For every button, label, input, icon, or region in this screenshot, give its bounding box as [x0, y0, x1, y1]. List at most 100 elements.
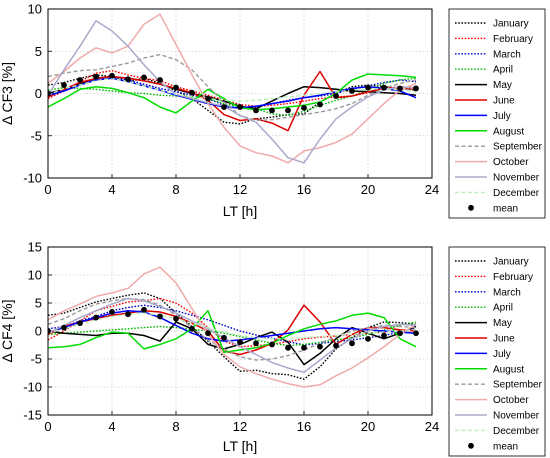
series-mean-point — [77, 77, 83, 83]
series-mean-point — [93, 314, 99, 321]
series-mean-point — [301, 104, 307, 111]
series-mean-point — [93, 73, 99, 80]
series-mean-point — [381, 84, 387, 91]
series-mean-point — [285, 107, 291, 114]
series-mean-point — [237, 104, 243, 110]
legend-label-september: September — [493, 380, 543, 391]
legend-label-march: March — [493, 49, 521, 60]
y-tick-label: -5 — [30, 128, 42, 143]
legend-label-november: November — [493, 173, 540, 184]
series-line-march — [48, 304, 417, 346]
series-mean-point — [413, 85, 419, 92]
series-mean-point — [109, 72, 115, 79]
series-line-april — [48, 77, 417, 117]
x-tick-label: 4 — [108, 182, 115, 197]
legend-label-august: August — [493, 126, 524, 137]
x-tick-label: 20 — [361, 182, 375, 197]
y-axis-label: Δ CF4 [%] — [0, 299, 15, 362]
series-line-february — [48, 69, 417, 107]
series-mean-point — [125, 76, 131, 83]
series-mean-point — [48, 328, 51, 334]
legend-label-july: July — [493, 349, 511, 360]
legend-label-december: December — [493, 426, 540, 437]
series-mean-point — [61, 82, 67, 88]
legend-label-mean: mean — [493, 203, 518, 214]
x-tick-label: 12 — [233, 419, 247, 434]
legend-label-may: May — [493, 80, 512, 91]
series-line-february — [48, 297, 417, 348]
x-tick-label: 0 — [44, 419, 51, 434]
series-mean-point — [349, 340, 355, 347]
x-tick-label: 8 — [172, 182, 179, 197]
series-line-january — [48, 292, 417, 380]
series-line-july — [48, 310, 417, 342]
y-tick-label: -5 — [30, 352, 42, 367]
legend-label-may: May — [493, 318, 512, 329]
series-line-august — [48, 73, 417, 114]
series-mean-point — [157, 77, 163, 83]
y-tick-label: -10 — [23, 171, 42, 186]
legend: January February March April May June July Augu… — [448, 8, 546, 219]
series-mean-point — [141, 74, 147, 81]
legend-label-june: June — [493, 334, 515, 345]
plot-frame — [47, 8, 433, 179]
x-tick-label: 24 — [425, 419, 439, 434]
legend-box — [448, 8, 546, 219]
x-tick-label: 4 — [108, 419, 115, 434]
series-line-october — [48, 13, 417, 164]
series-mean-point — [141, 306, 147, 313]
legend-label-july: July — [493, 111, 511, 122]
series-line-september — [48, 53, 417, 122]
series-mean-point — [189, 89, 195, 96]
legend-label-august: August — [493, 364, 524, 375]
series-mean-point — [349, 88, 355, 94]
y-tick-label: 15 — [28, 240, 42, 255]
series-mean-point — [301, 344, 307, 351]
series-mean-point — [109, 309, 115, 315]
series-line-october — [48, 266, 417, 388]
series-mean-point — [397, 330, 403, 337]
series-mean-point — [413, 330, 419, 337]
series-mean-point — [61, 324, 67, 331]
legend-label-january: January — [493, 257, 529, 268]
x-tick-label: 16 — [297, 419, 311, 434]
y-tick-label: -10 — [23, 380, 42, 395]
legend-swatch-mean — [468, 442, 474, 449]
legend-label-october: October — [493, 157, 529, 168]
y-tick-label: -15 — [23, 408, 42, 423]
series-mean-point — [221, 104, 227, 110]
series-line-november — [48, 20, 417, 164]
series-mean-point — [253, 340, 259, 347]
legend-label-december: December — [493, 188, 540, 199]
legend-swatch-mean — [468, 204, 474, 211]
x-tick-label: 16 — [297, 182, 311, 197]
legend-label-february: February — [493, 34, 533, 45]
legend-label-mean: mean — [493, 441, 518, 452]
x-tick-label: 0 — [44, 182, 51, 197]
series-mean-point — [285, 344, 291, 351]
series-group — [48, 13, 419, 164]
series-group — [48, 266, 419, 388]
legend-label-november: November — [493, 411, 540, 422]
x-tick-label: 24 — [425, 182, 439, 197]
series-mean-point — [269, 341, 275, 348]
series-mean-point — [125, 311, 131, 318]
legend: January February March April May June July Augu… — [448, 246, 546, 457]
legend-label-april: April — [493, 65, 513, 76]
series-line-april — [48, 321, 417, 347]
series-mean-point — [189, 325, 195, 332]
x-tick-label: 12 — [233, 182, 247, 197]
series-mean-point — [237, 339, 243, 346]
series-mean-point — [173, 84, 179, 91]
x-axis-label: LT [h] — [223, 438, 258, 454]
series-line-september — [48, 297, 417, 361]
y-tick-label: 5 — [35, 296, 42, 311]
series-mean-point — [205, 95, 211, 102]
series-mean-point — [221, 334, 227, 341]
series-mean-point — [317, 343, 323, 350]
series-line-july — [48, 77, 417, 109]
legend-label-april: April — [493, 303, 513, 314]
x-tick-label: 8 — [172, 419, 179, 434]
y-tick-label: 0 — [35, 86, 42, 101]
x-axis-label: LT [h] — [223, 203, 258, 219]
